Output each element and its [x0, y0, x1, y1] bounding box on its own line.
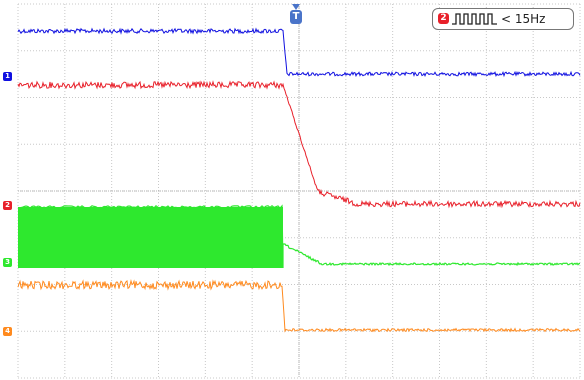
trigger-arrow-icon: [292, 4, 300, 10]
channel-3-marker[interactable]: 3: [3, 258, 12, 267]
frequency-channel-badge: 2: [438, 13, 449, 24]
channel-4-marker[interactable]: 4: [3, 327, 12, 336]
channel-2-marker[interactable]: 2: [3, 201, 12, 210]
channel-1-trace: [17, 27, 581, 78]
trigger-marker[interactable]: T: [290, 4, 302, 26]
channel-4-trace: [17, 279, 581, 333]
frequency-value: < 15Hz: [501, 12, 546, 26]
channel-2-trace: [17, 80, 581, 209]
channel-3-trace: [17, 204, 581, 269]
square-wave-icon: [452, 13, 497, 25]
channel-1-marker[interactable]: 1: [3, 72, 12, 81]
trigger-label: T: [290, 10, 302, 24]
frequency-readout: 2 < 15Hz: [432, 8, 574, 30]
channel-3-noise-band: [18, 207, 283, 268]
